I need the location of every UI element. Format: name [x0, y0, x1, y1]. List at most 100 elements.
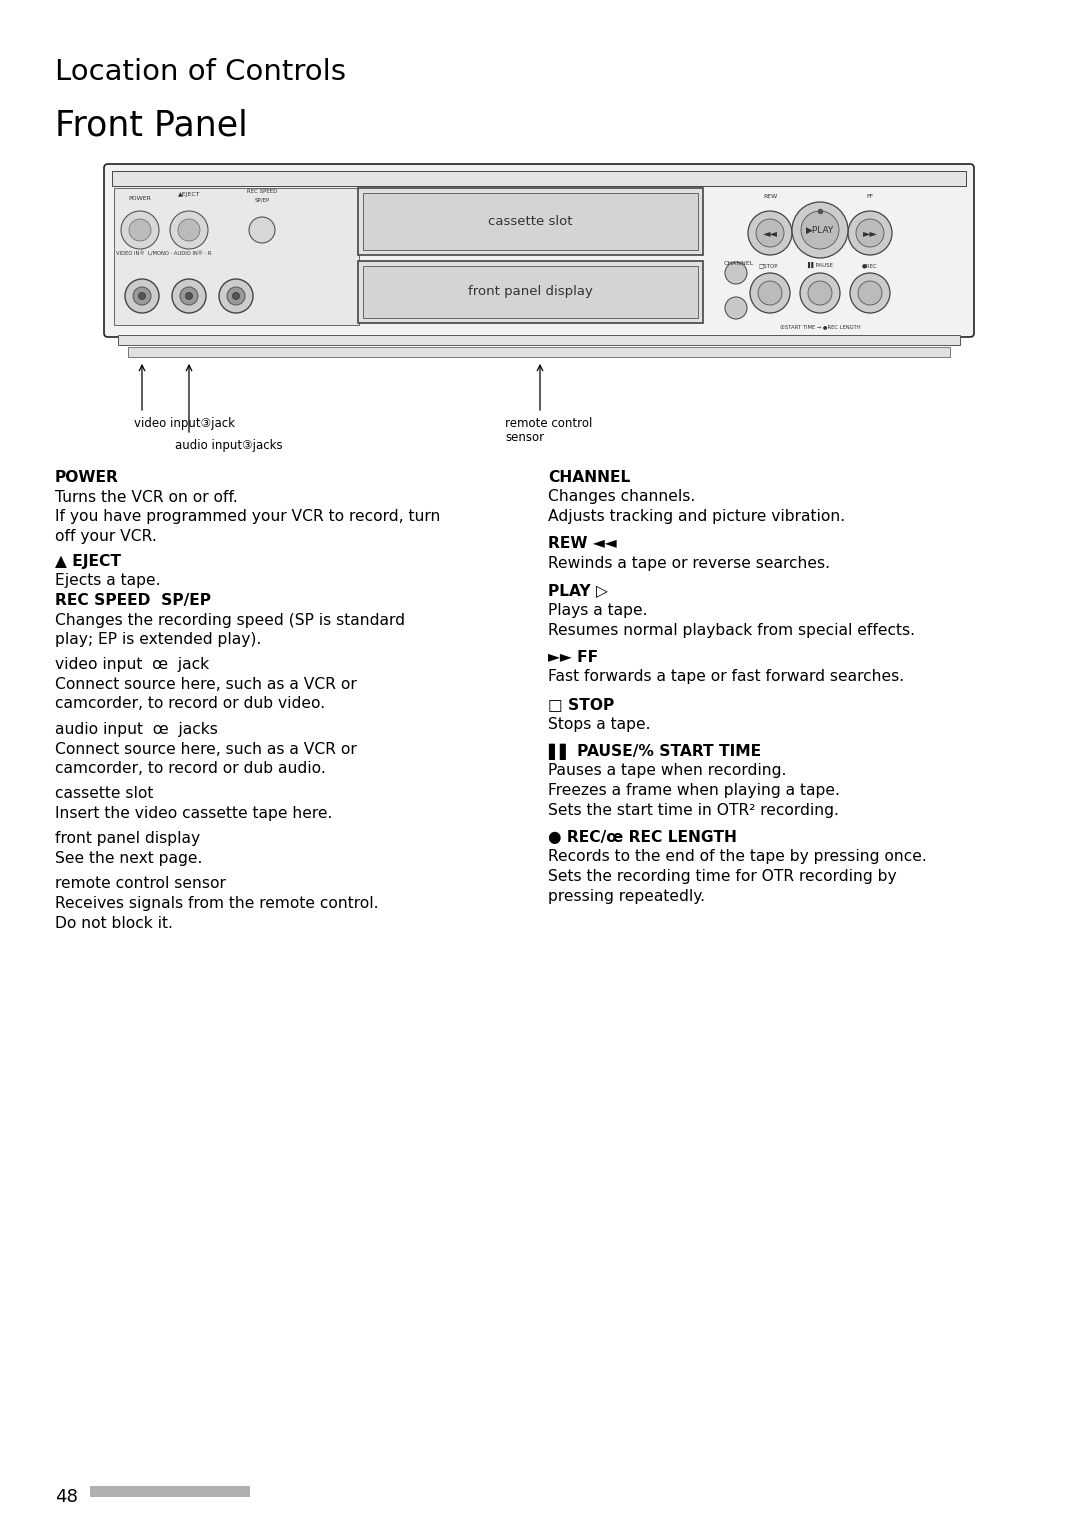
Text: ▌▌ PAUSE/% START TIME: ▌▌ PAUSE/% START TIME	[548, 745, 761, 760]
Text: ①START TIME → ●REC LENGTH: ①START TIME → ●REC LENGTH	[780, 324, 861, 329]
Bar	[357, 261, 703, 323]
Text: REC SPEED  SP/EP: REC SPEED SP/EP	[55, 593, 211, 609]
Text: □STOP: □STOP	[758, 263, 778, 268]
Text: video input③jack: video input③jack	[134, 417, 235, 430]
Text: REW ◄◄: REW ◄◄	[548, 537, 617, 552]
Text: Resumes normal playback from special effects.: Resumes normal playback from special eff…	[548, 622, 915, 638]
Bar	[129, 347, 950, 356]
Text: Ejects a tape.: Ejects a tape.	[55, 573, 161, 589]
Circle shape	[848, 211, 892, 255]
Text: CHANNEL: CHANNEL	[724, 261, 754, 266]
Text: cassette slot: cassette slot	[55, 786, 153, 801]
Text: Changes the recording speed (SP is standard: Changes the recording speed (SP is stand…	[55, 613, 405, 627]
Text: audio input  œ  jacks: audio input œ jacks	[55, 722, 218, 737]
Text: If you have programmed your VCR to record, turn: If you have programmed your VCR to recor…	[55, 509, 441, 524]
Circle shape	[758, 281, 782, 304]
Text: Insert the video cassette tape here.: Insert the video cassette tape here.	[55, 806, 333, 821]
Text: Fast forwards a tape or fast forward searches.: Fast forwards a tape or fast forward sea…	[548, 670, 904, 685]
Text: Records to the end of the tape by pressing once.: Records to the end of the tape by pressi…	[548, 850, 927, 864]
Text: VIDEO IN®  L/MONO · AUDIO IN® · R: VIDEO IN® L/MONO · AUDIO IN® · R	[116, 252, 212, 257]
Text: ◄◄: ◄◄	[762, 228, 778, 239]
Text: ►► FF: ►► FF	[548, 650, 598, 665]
Text: Changes channels.: Changes channels.	[548, 489, 696, 505]
Text: sensor: sensor	[505, 431, 544, 443]
Text: camcorder, to record or dub video.: camcorder, to record or dub video.	[55, 697, 325, 711]
Text: REW: REW	[762, 194, 778, 199]
Circle shape	[756, 219, 784, 248]
Circle shape	[808, 281, 832, 304]
Text: ● REC/œ REC LENGTH: ● REC/œ REC LENGTH	[548, 830, 737, 846]
Circle shape	[178, 219, 200, 242]
Text: ►►: ►►	[863, 228, 877, 239]
Circle shape	[170, 211, 208, 249]
Text: Rewinds a tape or reverse searches.: Rewinds a tape or reverse searches.	[548, 557, 831, 570]
Text: Connect source here, such as a VCR or: Connect source here, such as a VCR or	[55, 677, 356, 693]
Text: See the next page.: See the next page.	[55, 852, 202, 865]
Circle shape	[856, 219, 885, 248]
Text: POWER: POWER	[129, 196, 151, 200]
Text: Sets the start time in OTR² recording.: Sets the start time in OTR² recording.	[548, 803, 839, 818]
Text: Pauses a tape when recording.: Pauses a tape when recording.	[548, 763, 786, 778]
Text: video input  œ  jack: video input œ jack	[55, 657, 210, 673]
Text: Receives signals from the remote control.: Receives signals from the remote control…	[55, 896, 378, 911]
Circle shape	[249, 217, 275, 243]
Bar	[118, 335, 960, 346]
Text: Stops a tape.: Stops a tape.	[548, 717, 650, 731]
Circle shape	[172, 278, 206, 313]
Circle shape	[800, 274, 840, 313]
Text: Turns the VCR on or off.: Turns the VCR on or off.	[55, 489, 238, 505]
Circle shape	[138, 292, 146, 300]
Text: ▌▌PAUSE: ▌▌PAUSE	[807, 261, 833, 268]
Text: Plays a tape.: Plays a tape.	[548, 602, 648, 618]
Text: play; EP is extended play).: play; EP is extended play).	[55, 631, 261, 647]
Circle shape	[227, 287, 245, 304]
Bar	[363, 266, 698, 318]
Circle shape	[121, 211, 159, 249]
Text: ▶PLAY: ▶PLAY	[806, 225, 834, 234]
Circle shape	[801, 211, 839, 249]
FancyBboxPatch shape	[104, 164, 974, 336]
Text: Location of Controls: Location of Controls	[55, 58, 346, 86]
Text: Connect source here, such as a VCR or: Connect source here, such as a VCR or	[55, 742, 356, 757]
Text: FF: FF	[866, 194, 874, 199]
Circle shape	[180, 287, 198, 304]
Circle shape	[129, 219, 151, 242]
Circle shape	[125, 278, 159, 313]
Text: off your VCR.: off your VCR.	[55, 529, 157, 543]
Text: ▲ EJECT: ▲ EJECT	[55, 553, 121, 569]
Bar	[90, 1486, 249, 1497]
Text: Freezes a frame when playing a tape.: Freezes a frame when playing a tape.	[548, 783, 840, 798]
Circle shape	[219, 278, 253, 313]
Text: ▲EJECT: ▲EJECT	[178, 193, 200, 197]
Text: □ STOP: □ STOP	[548, 697, 615, 713]
Text: cassette slot: cassette slot	[488, 216, 572, 228]
Text: Sets the recording time for OTR recording by: Sets the recording time for OTR recordin…	[548, 868, 896, 884]
Text: 48: 48	[55, 1488, 78, 1506]
Text: front panel display: front panel display	[468, 286, 593, 298]
Text: remote control sensor: remote control sensor	[55, 876, 226, 891]
Circle shape	[858, 281, 882, 304]
Circle shape	[750, 274, 789, 313]
Text: remote control: remote control	[505, 417, 592, 430]
Text: ●REC: ●REC	[862, 263, 878, 268]
Circle shape	[792, 202, 848, 258]
Circle shape	[748, 211, 792, 255]
Bar	[363, 193, 698, 251]
Circle shape	[725, 261, 747, 284]
Text: REC SPEED: REC SPEED	[247, 190, 278, 194]
Text: Adjusts tracking and picture vibration.: Adjusts tracking and picture vibration.	[548, 509, 846, 524]
Text: POWER: POWER	[55, 469, 119, 485]
Text: Front Panel: Front Panel	[55, 109, 247, 142]
Text: Do not block it.: Do not block it.	[55, 916, 173, 931]
Text: camcorder, to record or dub audio.: camcorder, to record or dub audio.	[55, 761, 326, 777]
Text: front panel display: front panel display	[55, 832, 200, 847]
Circle shape	[186, 292, 192, 300]
Text: PLAY ▷: PLAY ▷	[548, 584, 608, 598]
Circle shape	[725, 297, 747, 320]
Circle shape	[232, 292, 240, 300]
Bar	[357, 188, 703, 255]
Text: pressing repeatedly.: pressing repeatedly.	[548, 888, 705, 904]
Circle shape	[133, 287, 151, 304]
Bar	[112, 171, 966, 187]
Circle shape	[850, 274, 890, 313]
